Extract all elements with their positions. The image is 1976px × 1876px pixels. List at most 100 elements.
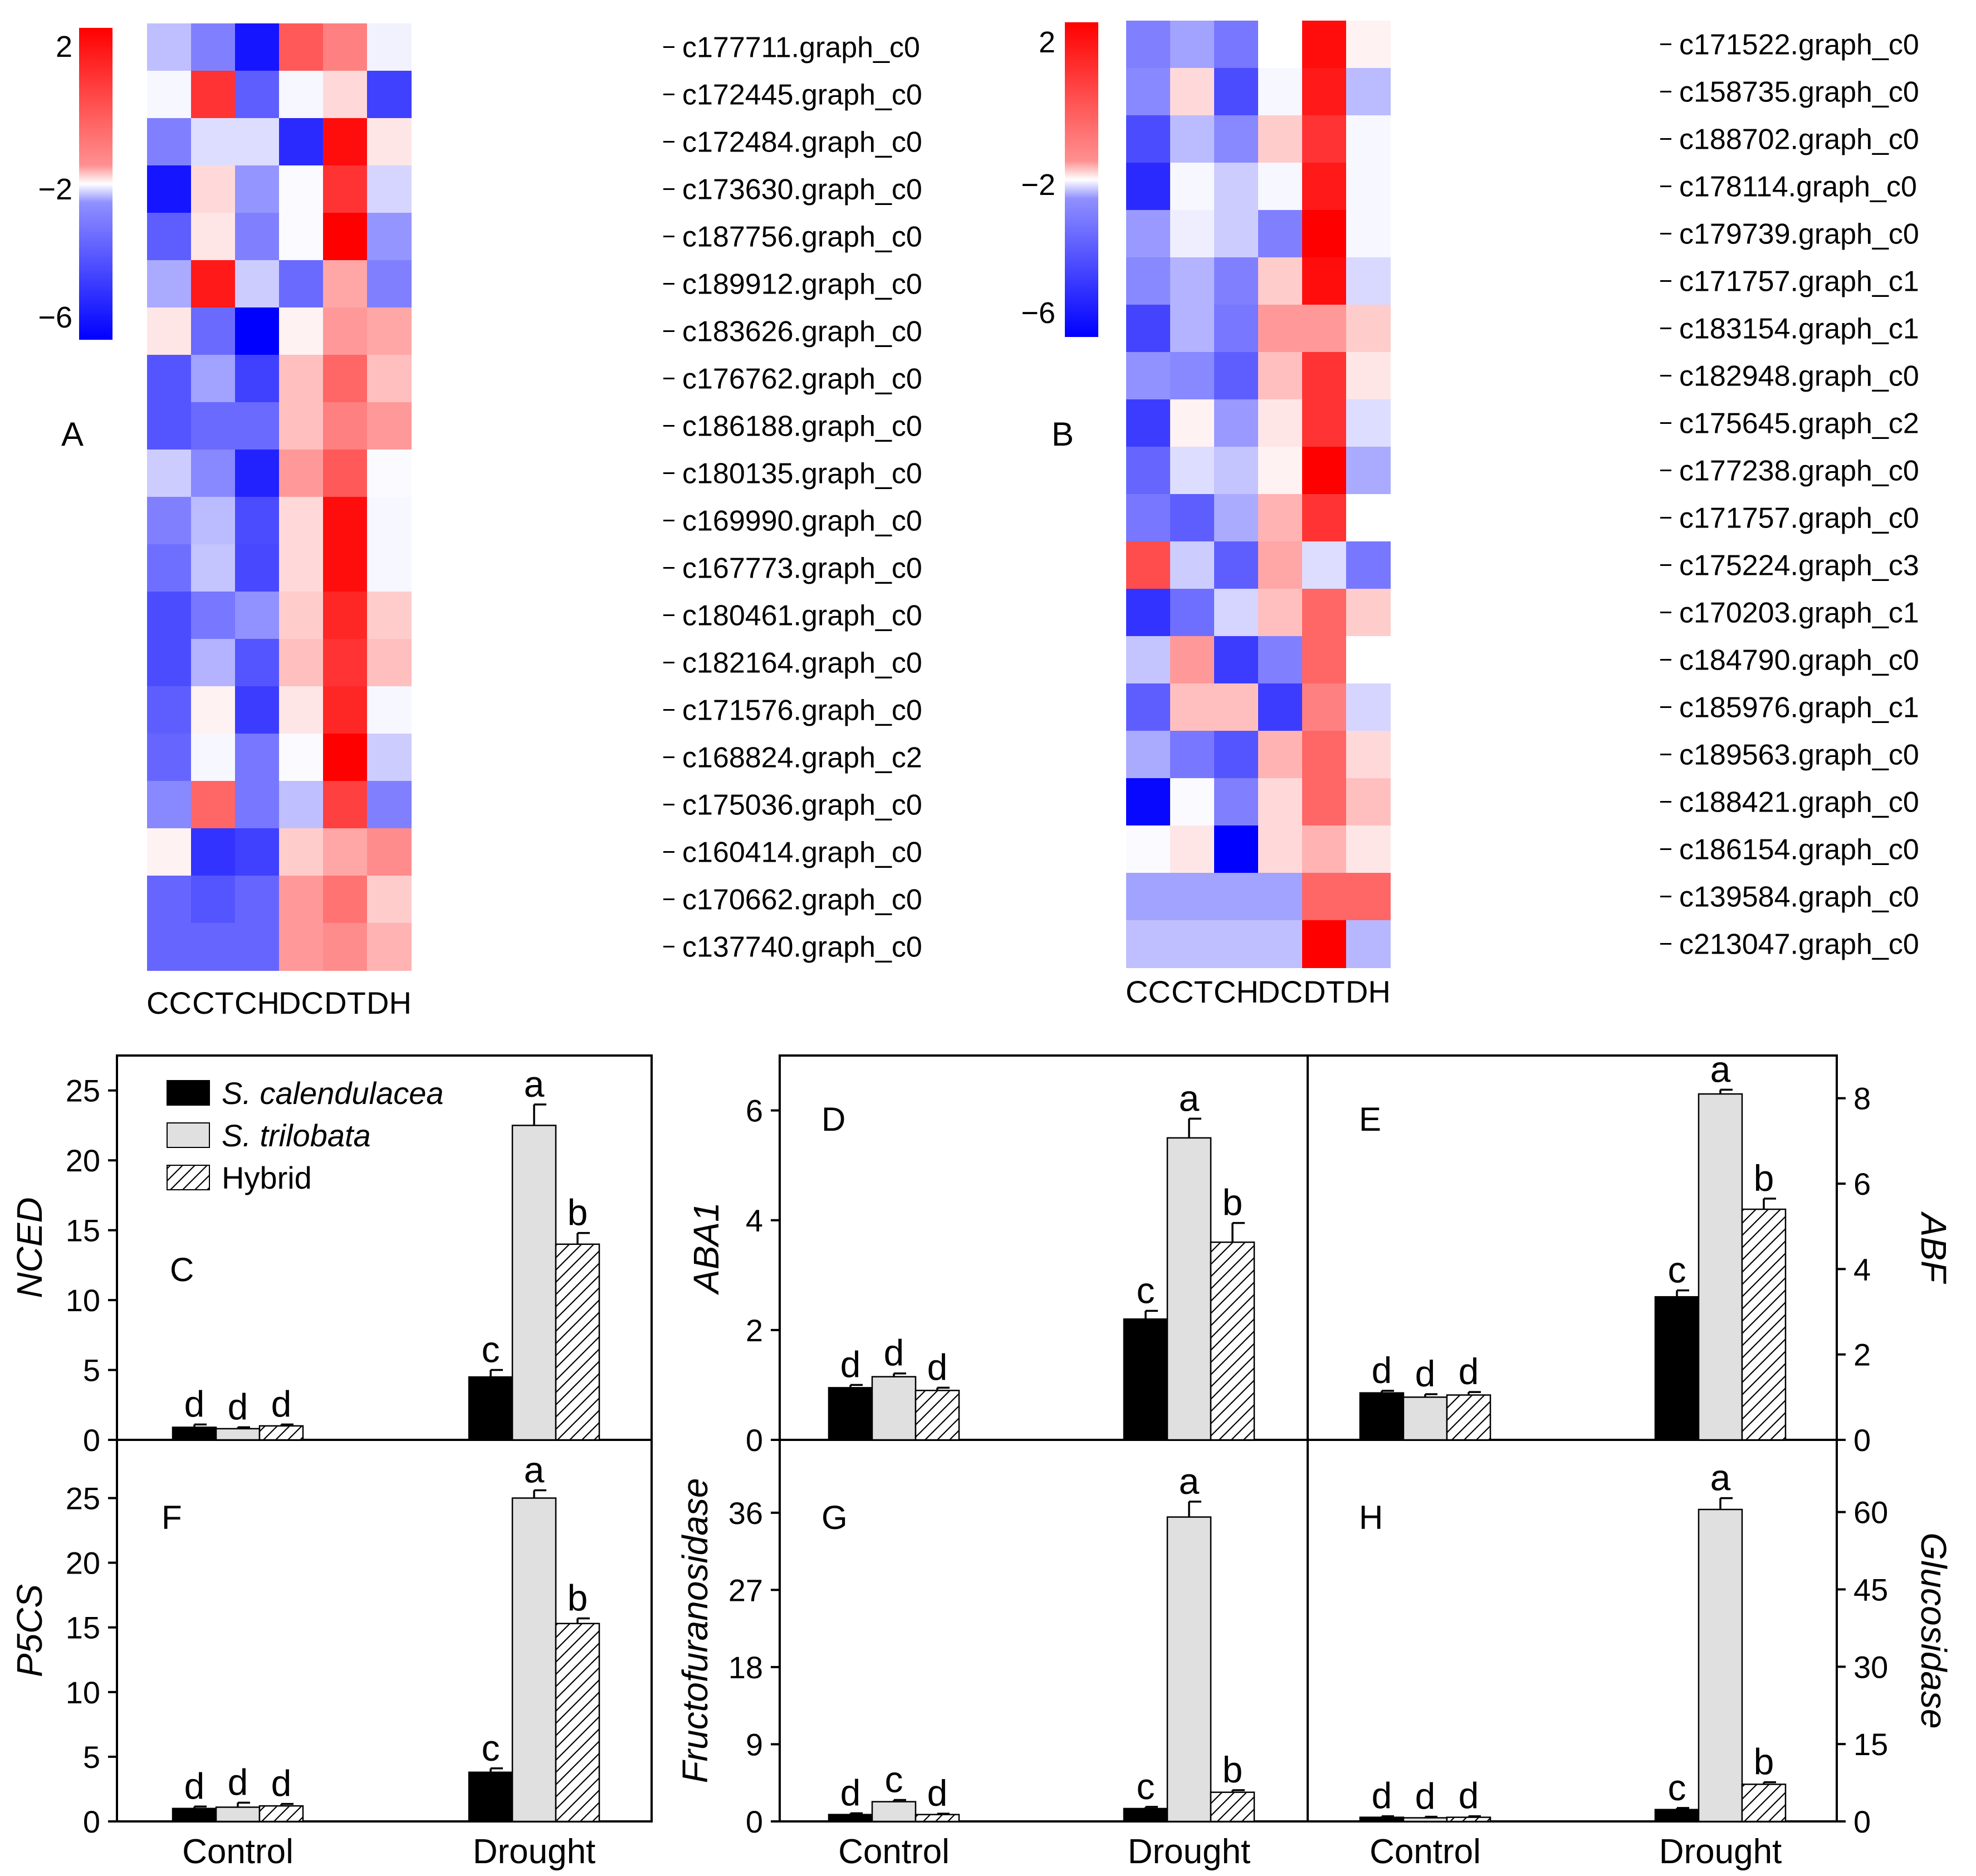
heatmap-cell bbox=[235, 213, 280, 261]
heatmap-cell bbox=[1170, 210, 1215, 258]
row-label: c175645.graph_c2 bbox=[1679, 408, 1919, 440]
heatmap-cell bbox=[147, 639, 192, 687]
heatmap-cell bbox=[1302, 257, 1347, 305]
significance-letter: c bbox=[1137, 1269, 1155, 1311]
y-tick-label: 2 bbox=[1853, 1337, 1871, 1372]
heatmap-cell bbox=[1302, 352, 1347, 400]
heatmap-cell bbox=[1126, 352, 1171, 400]
heatmap-cell bbox=[147, 355, 192, 403]
heatmap-cell bbox=[1170, 825, 1215, 873]
y-axis-label: Glucosidase bbox=[1914, 1532, 1954, 1728]
significance-letter: c bbox=[885, 1759, 903, 1800]
significance-letter: c bbox=[482, 1329, 500, 1370]
heatmap-cell bbox=[1170, 731, 1215, 779]
column-label: CC bbox=[146, 985, 192, 1020]
y-tick-label: 0 bbox=[1853, 1804, 1871, 1839]
heatmap-cell bbox=[1214, 825, 1259, 873]
bar bbox=[215, 1428, 261, 1441]
heatmap-cell bbox=[1126, 163, 1171, 211]
bar bbox=[1698, 1093, 1743, 1441]
heatmap-cell bbox=[279, 260, 324, 308]
heatmap-cell bbox=[1258, 920, 1303, 968]
heatmap-cell bbox=[1126, 21, 1171, 69]
legend: S. calendulacea S. trilobata Hybrid bbox=[167, 1076, 444, 1195]
row-label: c213047.graph_c0 bbox=[1679, 929, 1919, 961]
heatmap-cell bbox=[323, 592, 368, 639]
column-label: DH bbox=[1346, 974, 1391, 1009]
heatmap-cell bbox=[367, 355, 412, 403]
heatmap-cell bbox=[1170, 305, 1215, 353]
heatmap-cell bbox=[235, 876, 280, 924]
heatmap-cell bbox=[367, 639, 412, 687]
category-label: Control bbox=[182, 1833, 294, 1871]
heatmap-cell bbox=[1170, 920, 1215, 968]
heatmap-cell bbox=[191, 260, 236, 308]
color-scale-a bbox=[79, 28, 113, 340]
heatmap-cell bbox=[191, 307, 236, 355]
heatmap-a-cells bbox=[147, 23, 412, 971]
panel-label: C bbox=[170, 1251, 194, 1288]
heatmap-cell bbox=[1214, 163, 1259, 211]
panel-label-a: A bbox=[61, 416, 84, 453]
significance-letter: d bbox=[184, 1383, 205, 1424]
heatmap-cell bbox=[235, 23, 280, 71]
heatmap-cell bbox=[279, 686, 324, 734]
heatmap-cell bbox=[323, 734, 368, 781]
heatmap-cell bbox=[1258, 683, 1303, 731]
heatmap-cell bbox=[191, 876, 236, 924]
y-tick-label: 4 bbox=[746, 1203, 763, 1238]
heatmap-cell bbox=[235, 781, 280, 829]
heatmap-cell bbox=[191, 592, 236, 639]
heatmap-cell bbox=[323, 402, 368, 450]
heatmap-cell bbox=[235, 450, 280, 497]
heatmap-cell bbox=[1214, 447, 1259, 495]
y-axis-label: ABF bbox=[1914, 1211, 1954, 1284]
significance-letter: a bbox=[1179, 1077, 1200, 1118]
heatmap-cell bbox=[1302, 399, 1347, 447]
heatmap-cell bbox=[1346, 873, 1391, 921]
heatmap-cell bbox=[147, 734, 192, 781]
row-label: c183626.graph_c0 bbox=[682, 316, 922, 348]
bar bbox=[1210, 1791, 1255, 1823]
heatmap-cell bbox=[323, 923, 368, 971]
row-label: c172445.graph_c0 bbox=[682, 79, 922, 111]
heatmap-cell bbox=[1170, 494, 1215, 542]
heatmap-cell bbox=[1258, 541, 1303, 589]
bar bbox=[1166, 1516, 1212, 1823]
heatmap-cell bbox=[147, 876, 192, 924]
heatmap-cell bbox=[1170, 873, 1215, 921]
heatmap-cell bbox=[323, 71, 368, 119]
y-tick-label: 0 bbox=[83, 1804, 100, 1839]
row-label: c175036.graph_c0 bbox=[682, 789, 922, 822]
scale-tick-b-2: −6 bbox=[1021, 296, 1055, 330]
heatmap-cell bbox=[1302, 447, 1347, 495]
row-label: c170203.graph_c1 bbox=[1679, 597, 1919, 629]
row-label: c178114.graph_c0 bbox=[1679, 171, 1917, 203]
significance-letter: d bbox=[1415, 1353, 1436, 1394]
y-tick-label: 0 bbox=[1853, 1423, 1871, 1458]
bar bbox=[1210, 1241, 1255, 1441]
heatmap-cell bbox=[1346, 778, 1391, 826]
heatmap-cell bbox=[323, 544, 368, 592]
heatmap-b-row-labels: c171522.graph_c0 c158735.graph_c0 c188702.… bbox=[1660, 29, 1919, 961]
heatmap-cell bbox=[1302, 494, 1347, 542]
row-label: c160414.graph_c0 bbox=[682, 837, 922, 869]
heatmap-cell bbox=[1214, 731, 1259, 779]
heatmap-cell bbox=[1258, 163, 1303, 211]
y-tick-label: 25 bbox=[66, 1073, 100, 1108]
row-label: c188702.graph_c0 bbox=[1679, 124, 1919, 156]
heatmap-cell bbox=[323, 260, 368, 308]
heatmap-cell bbox=[1302, 589, 1347, 637]
column-label: CH bbox=[1214, 974, 1259, 1009]
row-label: c169990.graph_c0 bbox=[682, 505, 922, 538]
heatmap-cell bbox=[1126, 399, 1171, 447]
row-label: c171757.graph_c1 bbox=[1679, 266, 1919, 298]
bar bbox=[1402, 1817, 1448, 1823]
y-tick-label: 10 bbox=[66, 1675, 100, 1710]
row-label: c167773.graph_c0 bbox=[682, 553, 922, 585]
legend-label-hybrid: Hybrid bbox=[222, 1160, 312, 1195]
bar bbox=[258, 1425, 304, 1441]
